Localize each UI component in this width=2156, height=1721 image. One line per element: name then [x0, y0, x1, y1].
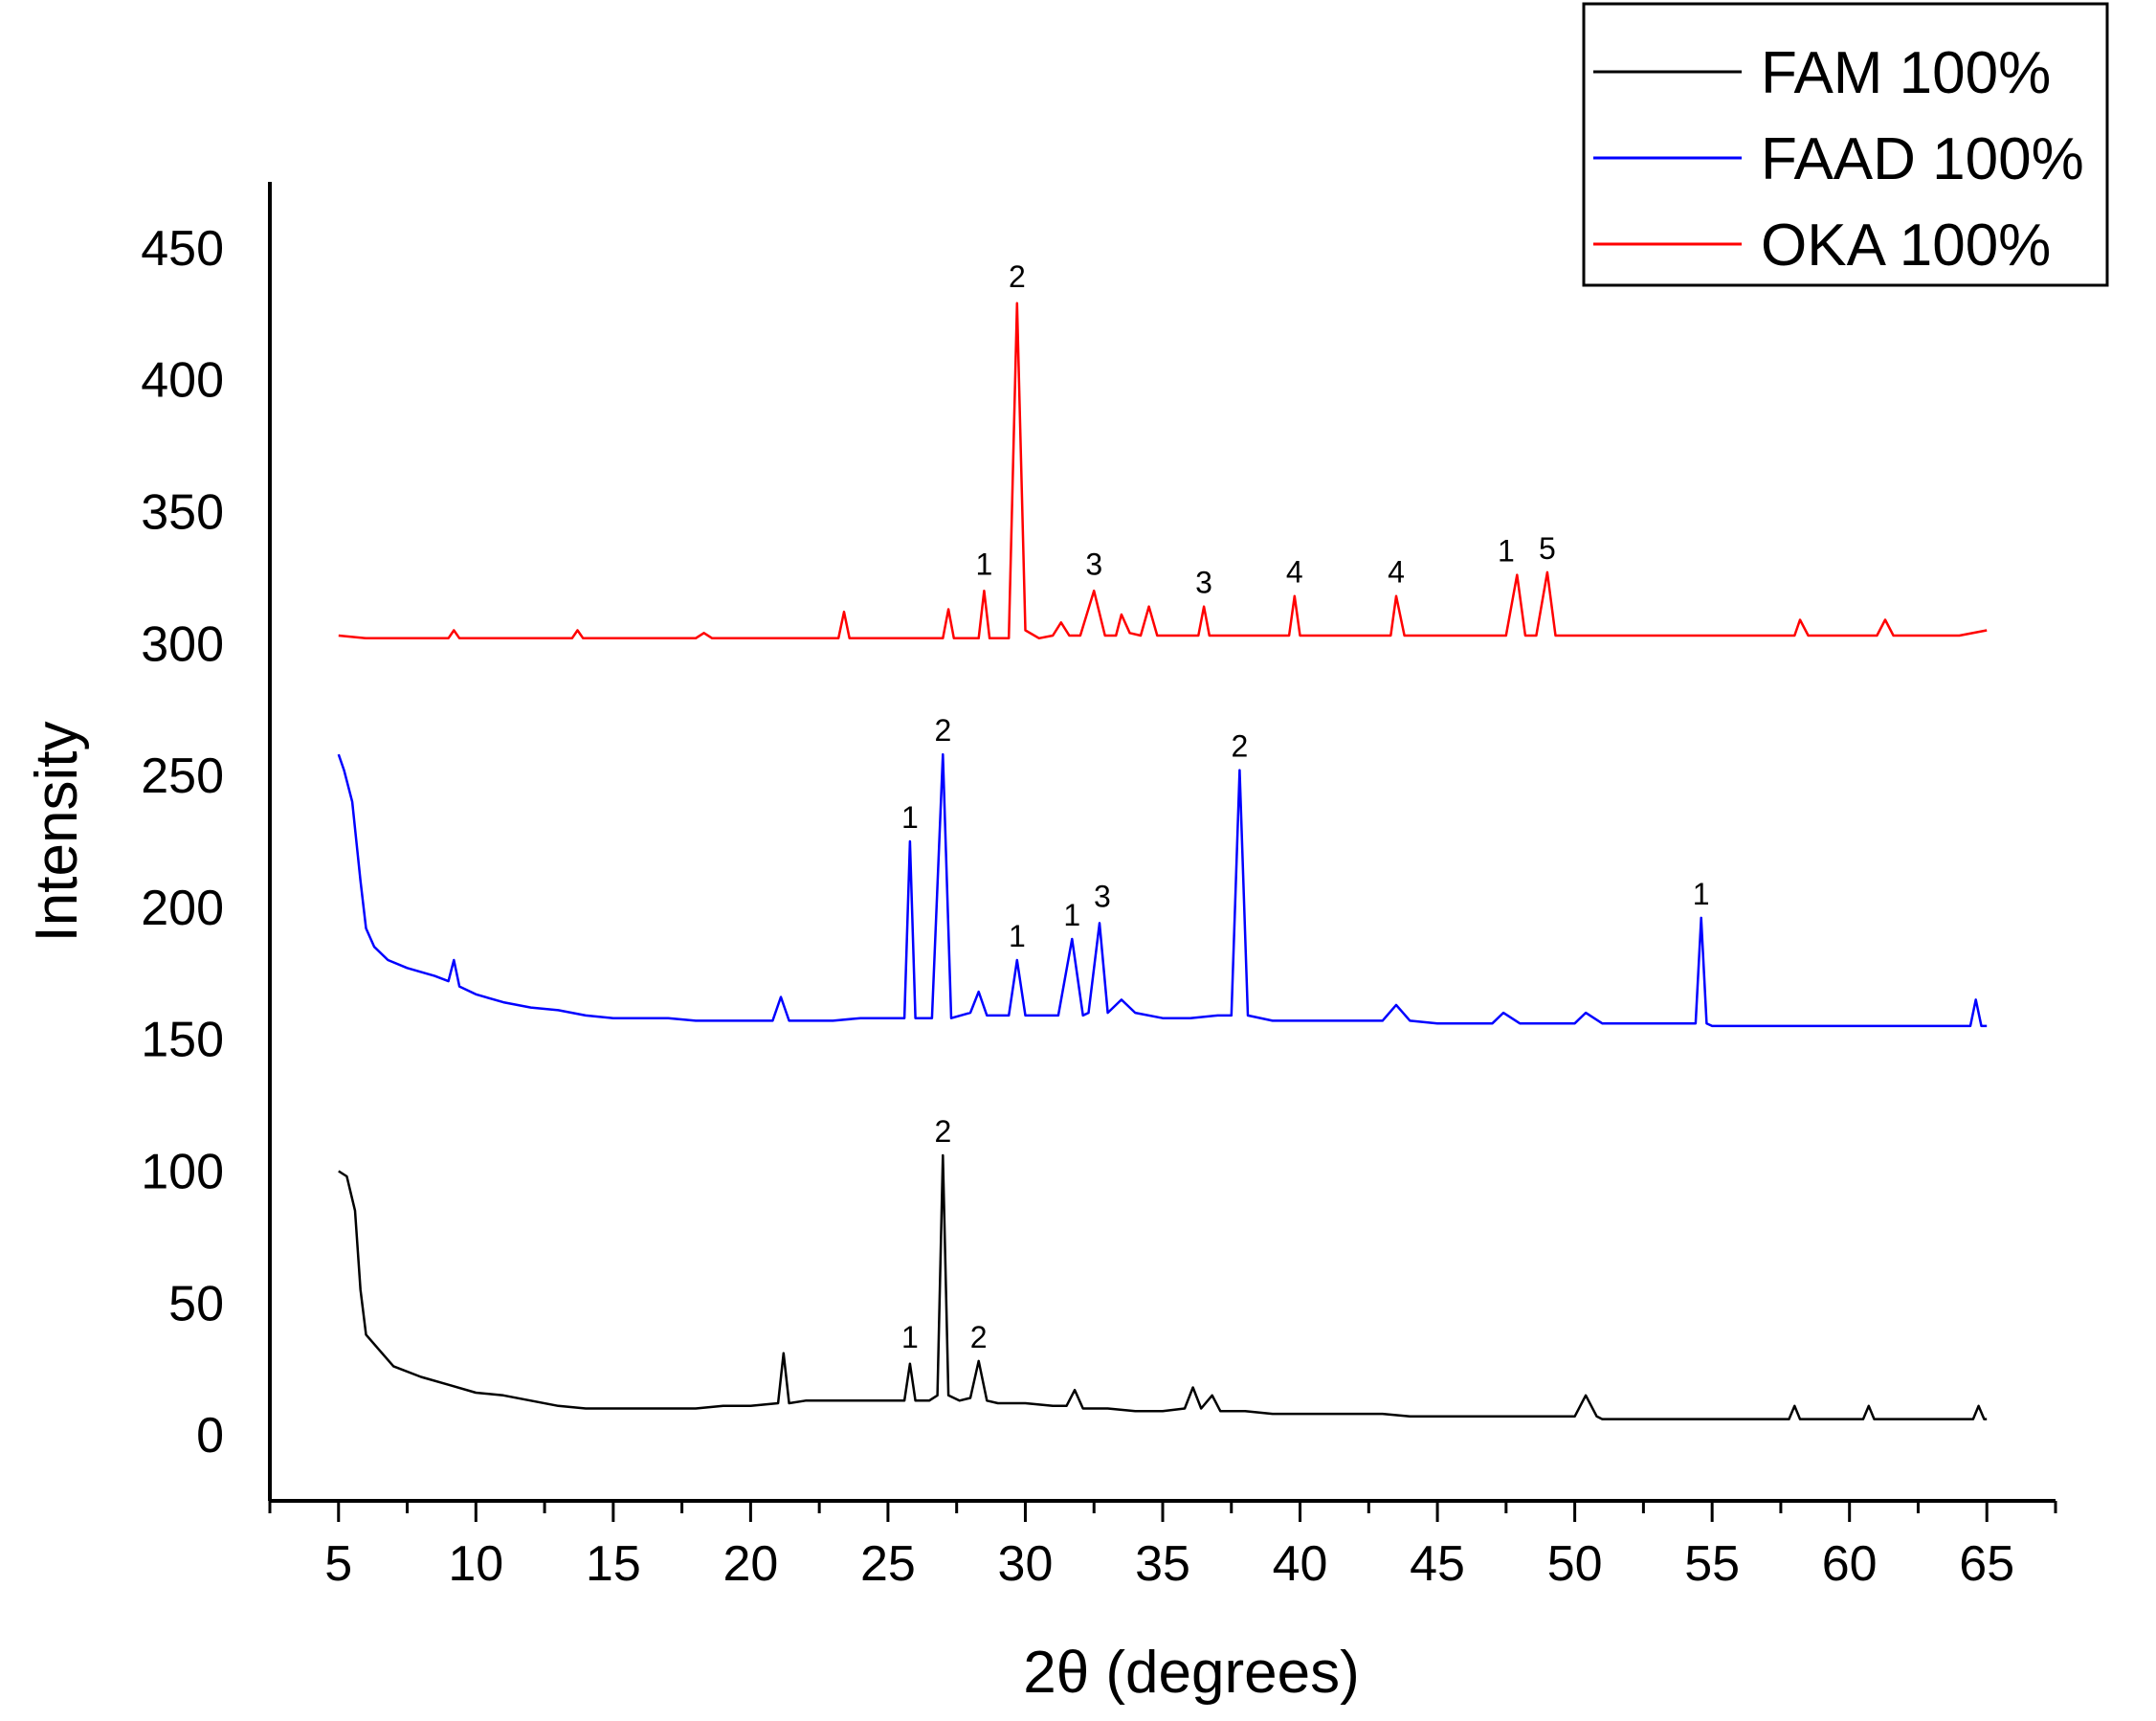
peak-label: 1	[1063, 898, 1080, 932]
x-tick-label: 65	[1959, 1536, 2014, 1592]
y-tick-label: 300	[141, 616, 224, 672]
series-line-oka	[338, 302, 1988, 640]
axes-group	[268, 182, 2056, 1503]
x-tick-label: 40	[1273, 1536, 1328, 1592]
peak-label: 1	[901, 800, 919, 835]
x-tick-label: 50	[1547, 1536, 1603, 1592]
y-tick-label: 400	[141, 353, 224, 409]
y-tick-label: 200	[141, 881, 224, 936]
legend-label-fam: FAM 100%	[1761, 40, 2051, 106]
peak-label: 2	[934, 1114, 951, 1149]
x-ticks-group: 5 10 15 20 25 30 35 40 45 50 55 60 65	[268, 1501, 2057, 1592]
y-tick-label: 0	[196, 1408, 224, 1464]
legend-label-faad: FAAD 100%	[1761, 126, 2084, 192]
peak-label: 1	[1498, 534, 1515, 569]
peak-label: 3	[1094, 880, 1111, 914]
y-tick-label: 150	[141, 1013, 224, 1068]
peak-label: 1	[901, 1320, 919, 1354]
peak-label: 2	[934, 713, 951, 748]
plot-series-group	[337, 302, 1988, 1420]
legend-box	[1582, 2, 2109, 287]
x-tick-label: 20	[722, 1536, 778, 1592]
series-line-fam	[338, 1153, 1988, 1420]
y-tick-label: 350	[141, 485, 224, 541]
x-tick-label: 30	[998, 1536, 1054, 1592]
y-tick-label: 250	[141, 749, 224, 804]
legend: FAM 100% FAAD 100% OKA 100%	[1582, 2, 2109, 287]
y-tick-label: 100	[141, 1145, 224, 1200]
x-tick-label: 5	[324, 1536, 352, 1592]
y-tick-label: 450	[141, 221, 224, 277]
y-axis-title: Intensity	[24, 722, 90, 943]
peak-label: 2	[970, 1320, 988, 1354]
x-tick-label: 10	[448, 1536, 503, 1592]
x-tick-label: 55	[1684, 1536, 1740, 1592]
x-tick-label: 35	[1135, 1536, 1190, 1592]
x-tick-label: 25	[860, 1536, 916, 1592]
peak-label: 3	[1085, 547, 1102, 581]
peak-label: 1	[1009, 919, 1026, 953]
y-tick-label: 50	[168, 1276, 224, 1331]
x-tick-label: 15	[586, 1536, 641, 1592]
peak-label: 5	[1539, 531, 1556, 566]
peak-label: 1	[976, 547, 993, 581]
x-tick-label: 60	[1822, 1536, 1878, 1592]
x-axis-title: 2θ (degrees)	[1023, 1640, 1360, 1706]
peak-label: 4	[1286, 555, 1303, 590]
peak-label: 2	[1009, 259, 1026, 294]
series-line-faad	[337, 752, 1988, 1028]
peak-label: 2	[1231, 729, 1248, 764]
legend-label-oka: OKA 100%	[1761, 212, 2051, 279]
peak-label: 4	[1388, 555, 1405, 590]
peak-label: 1	[1693, 877, 1710, 911]
x-tick-label: 45	[1410, 1536, 1465, 1592]
y-ticks-group: 0 50 100 150 200 250 300 350 400 450	[141, 221, 224, 1464]
peak-label: 3	[1195, 566, 1212, 600]
